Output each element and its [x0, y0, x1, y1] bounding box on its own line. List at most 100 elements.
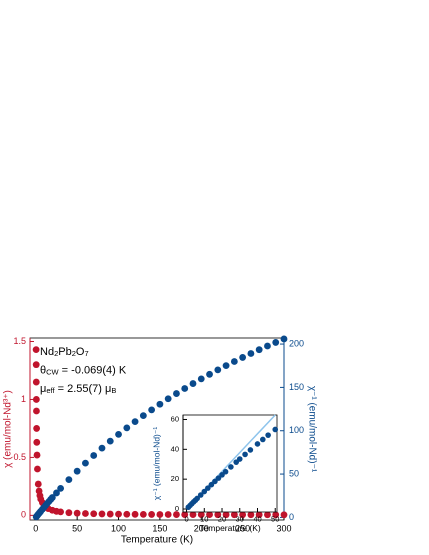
y-tick-label: 0.5 [13, 452, 26, 462]
data-point [33, 425, 41, 432]
annotation-text: = -0.069(4) K [59, 364, 127, 376]
data-point [197, 375, 205, 383]
x-tick-label: 200 [194, 523, 209, 533]
data-point [65, 509, 73, 517]
data-point [197, 511, 205, 519]
data-point [181, 385, 189, 392]
x-axis-label: Temperature (K) [121, 534, 193, 545]
data-point [247, 511, 255, 519]
x-tick-label: 40 [253, 514, 261, 523]
x-tick-label: 30 [236, 514, 244, 523]
data-point [115, 510, 122, 518]
data-point [215, 475, 222, 481]
data-point [205, 485, 211, 491]
annotation-subscript: CW [46, 368, 59, 377]
data-point [255, 346, 263, 354]
data-point [148, 406, 156, 414]
data-point [131, 510, 139, 518]
data-point [115, 430, 122, 438]
data-point [34, 465, 41, 473]
data-point [222, 468, 229, 475]
data-point [32, 396, 40, 403]
data-point [264, 511, 271, 519]
y-tick-label: 1.5 [13, 336, 26, 346]
data-point [32, 346, 40, 353]
annotation-subscript: B [111, 386, 116, 395]
data-point [181, 511, 189, 518]
data-point [189, 511, 197, 519]
data-point [73, 467, 81, 475]
data-point [164, 511, 172, 518]
x-tick-label: 150 [152, 523, 167, 533]
y-tick-label: 60 [171, 414, 179, 423]
x-axis-label: Temperature (K) [199, 523, 261, 533]
data-point [254, 441, 261, 447]
data-point [123, 510, 131, 518]
y2-tick-label: 0 [289, 512, 294, 522]
data-point [264, 342, 271, 350]
data-point [260, 436, 266, 443]
data-point [131, 418, 139, 426]
annotation-subscript: 7 [84, 349, 88, 358]
data-point [33, 407, 40, 415]
data-point [33, 451, 41, 459]
data-point [106, 437, 114, 445]
annotation-text: O [76, 346, 85, 358]
annotation-text: θ [40, 364, 46, 376]
annotation: θCW = -0.069(4) K [40, 364, 127, 376]
y2-tick-label: 100 [289, 425, 304, 435]
x-tick-label: 50 [271, 514, 279, 523]
data-point [247, 350, 255, 357]
y-tick-label: 0 [21, 510, 26, 520]
data-point [90, 452, 98, 459]
x-tick-label: 0 [184, 514, 188, 523]
data-point [272, 339, 280, 346]
data-point [230, 358, 238, 365]
x-tick-label: 300 [276, 523, 291, 533]
annotation-text: Pb [58, 346, 71, 358]
y2-tick-label: 150 [289, 382, 304, 392]
data-point [228, 464, 234, 470]
y-tick-label: 40 [171, 444, 179, 453]
data-point [123, 424, 131, 432]
annotation-subscript: eff [46, 386, 55, 395]
data-point [255, 511, 263, 519]
data-point [139, 510, 147, 518]
data-point [173, 390, 180, 397]
x-tick-label: 0 [33, 523, 38, 533]
data-point [53, 489, 60, 497]
data-point [156, 400, 164, 408]
annotation-subscript: 2 [72, 349, 76, 358]
data-point [106, 510, 114, 518]
data-point [214, 511, 222, 519]
x-tick-label: 50 [72, 523, 82, 533]
annotation-subscript: 2 [54, 349, 58, 358]
data-point [208, 481, 215, 488]
annotation: μeff = 2.55(7) μB [40, 383, 116, 395]
annotation-text: = 2.55(7) μ [55, 383, 112, 395]
data-point [214, 366, 222, 374]
y2-tick-label: 50 [289, 468, 299, 478]
annotation-text: μ [40, 383, 46, 395]
data-point [242, 451, 248, 458]
data-point [34, 480, 42, 488]
x-tick-label: 20 [218, 514, 226, 523]
y2-tick-label: 200 [289, 338, 304, 348]
data-point [212, 478, 218, 485]
data-point [82, 459, 89, 467]
data-point [280, 511, 288, 519]
data-point [73, 509, 81, 517]
x-tick-label: 10 [200, 514, 208, 523]
data-point [32, 378, 40, 386]
y-axis-label: χ (emu/mol-Nd³⁺) [3, 390, 14, 468]
data-point [272, 511, 280, 519]
data-point [239, 354, 247, 361]
annotation-text: Nd [40, 346, 54, 358]
data-point [48, 494, 56, 501]
data-point [82, 510, 89, 517]
data-point [57, 484, 65, 492]
x-tick-label: 250 [235, 523, 250, 533]
data-point [272, 426, 279, 433]
data-point [206, 511, 213, 519]
